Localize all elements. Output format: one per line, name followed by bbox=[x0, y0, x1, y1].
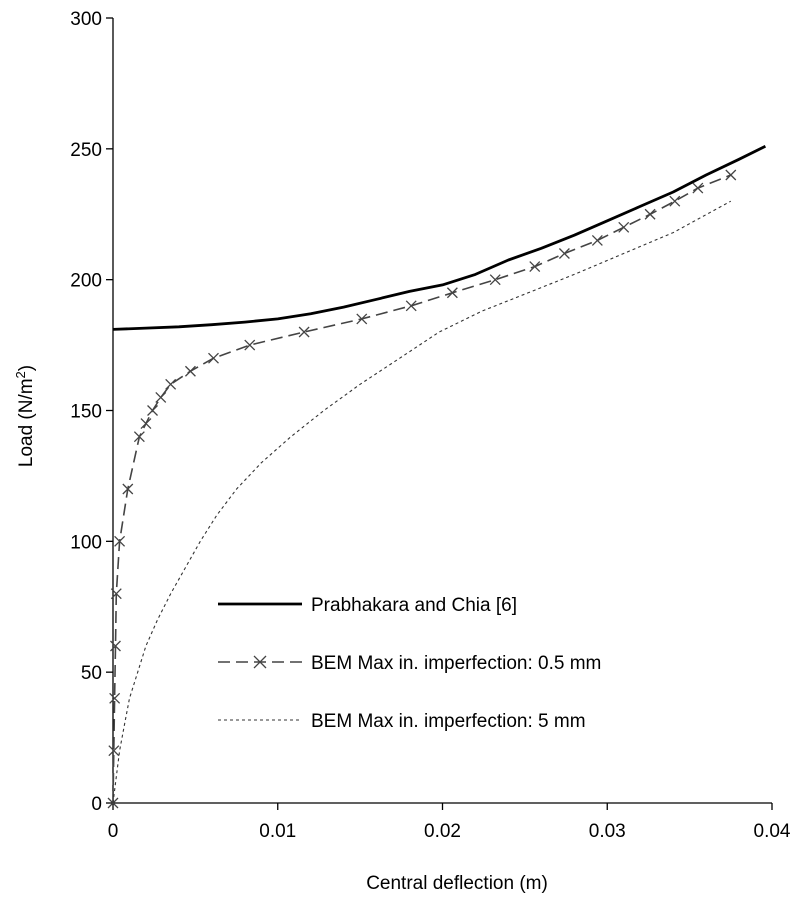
data-point-marker bbox=[122, 483, 134, 495]
data-point-marker bbox=[184, 365, 196, 377]
data-point-marker bbox=[692, 182, 704, 194]
y-tick-label: 100 bbox=[70, 532, 102, 553]
y-tick-label: 300 bbox=[70, 9, 102, 30]
data-point-marker bbox=[558, 248, 570, 259]
data-point-marker bbox=[725, 169, 737, 181]
series-line-1 bbox=[112, 144, 767, 331]
data-point-marker bbox=[618, 221, 630, 233]
data-point-marker bbox=[140, 418, 152, 430]
y-axis-title-main: Load (N/m bbox=[16, 378, 37, 467]
data-point-marker bbox=[147, 405, 158, 416]
data-point-marker bbox=[110, 588, 122, 600]
x-tick-label: 0.04 bbox=[754, 821, 791, 842]
series-3 bbox=[112, 200, 732, 804]
y-axis-title-end: ) bbox=[16, 365, 37, 371]
data-point-marker bbox=[110, 640, 121, 652]
y-tick-label: 250 bbox=[70, 140, 102, 161]
legend-label: BEM Max in. imperfection: 5 mm bbox=[311, 711, 586, 732]
data-point-marker bbox=[446, 287, 458, 299]
data-point-marker bbox=[591, 234, 603, 246]
data-point-marker bbox=[644, 208, 656, 220]
y-tick-label: 0 bbox=[91, 794, 102, 815]
series-2 bbox=[107, 169, 737, 809]
data-point-marker bbox=[208, 352, 219, 364]
legend-item-2: BEM Max in. imperfection: 0.5 mm bbox=[218, 653, 601, 674]
legend-label: BEM Max in. imperfection: 0.5 mm bbox=[311, 653, 601, 674]
data-point-marker bbox=[356, 313, 368, 325]
series-layer bbox=[107, 144, 767, 809]
x-tick-label: 0.02 bbox=[424, 821, 461, 842]
data-point-marker bbox=[405, 300, 417, 312]
y-axis-title: Load (N/m2) bbox=[13, 365, 37, 467]
data-point-marker bbox=[108, 745, 120, 757]
x-tick-label: 0.01 bbox=[259, 821, 296, 842]
data-point-marker bbox=[133, 431, 145, 443]
x-axis-ticks: 0 0.01 0.02 0.03 0.04 bbox=[108, 803, 791, 842]
series-line-2 bbox=[112, 174, 732, 804]
data-point-marker bbox=[244, 339, 256, 351]
y-axis-title-superscript: 2 bbox=[13, 371, 28, 378]
y-tick-label: 150 bbox=[70, 402, 102, 423]
series-line-3 bbox=[112, 200, 732, 804]
y-tick-label: 200 bbox=[70, 271, 102, 292]
y-tick-label: 50 bbox=[81, 663, 102, 684]
axes bbox=[112, 18, 772, 804]
data-point-marker bbox=[165, 378, 177, 390]
y-axis-ticks: 0 50 100 150 200 250 300 bbox=[70, 9, 113, 815]
data-point-marker bbox=[298, 326, 310, 338]
data-point-marker bbox=[489, 274, 501, 286]
data-point-marker bbox=[155, 391, 167, 403]
legend-item-3: BEM Max in. imperfection: 5 mm bbox=[218, 711, 586, 732]
data-point-marker bbox=[114, 535, 126, 547]
x-tick-label: 0.03 bbox=[589, 821, 626, 842]
legend-item-1: Prabhakara and Chia [6] bbox=[218, 595, 517, 616]
legend-label: Prabhakara and Chia [6] bbox=[311, 595, 517, 616]
series-1 bbox=[112, 144, 767, 331]
legend-marker bbox=[253, 655, 267, 669]
x-tick-label: 0 bbox=[108, 821, 119, 842]
data-point-marker bbox=[109, 692, 121, 704]
x-axis-title: Central deflection (m) bbox=[366, 873, 548, 894]
data-point-marker bbox=[669, 195, 681, 207]
legend: Prabhakara and Chia [6] BEM Max in. imper… bbox=[218, 595, 601, 732]
data-point-marker bbox=[529, 261, 541, 273]
